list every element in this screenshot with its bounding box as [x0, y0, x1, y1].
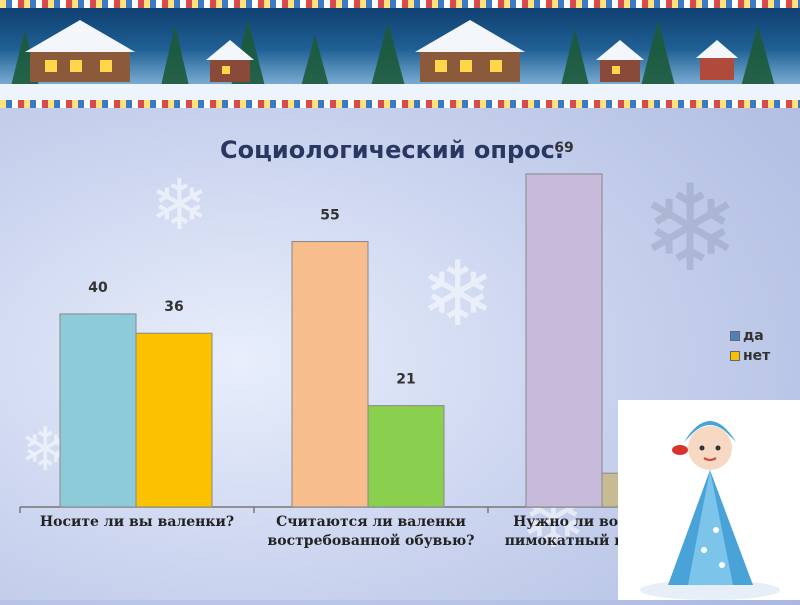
legend-swatch-da: [730, 331, 740, 341]
legend-swatch-net: [730, 351, 740, 361]
snowflake-decoration: ❄: [640, 160, 741, 299]
legend-label-net: нет: [743, 348, 771, 364]
bar-нет-0: [135, 332, 213, 508]
data-label-да-1: 55: [320, 208, 339, 224]
data-label-да-0: 40: [88, 280, 108, 296]
category-label-1: востребованной обувью?: [268, 532, 475, 549]
winter-village-illustration: [0, 20, 800, 100]
chart-title: Социологический опрос.: [220, 136, 564, 164]
snowflake-decoration: ❄: [150, 164, 209, 246]
legend-item-net: нет: [730, 348, 770, 364]
snow-maiden-illustration: [618, 400, 800, 600]
snowflake-decoration: ❄: [420, 242, 496, 347]
banner-border-top: [0, 0, 800, 8]
legend-label-da: да: [743, 328, 764, 344]
banner-border-bottom: [0, 100, 800, 108]
data-label-да-2: 69: [554, 140, 573, 156]
legend-item-da: да: [730, 328, 770, 344]
bar-да-1: [291, 241, 369, 508]
winter-banner: [0, 0, 800, 108]
data-label-нет-0: 36: [164, 299, 183, 315]
bar-да-0: [59, 313, 137, 508]
chart-legend: да нет: [730, 328, 770, 368]
category-label-1: Считаются ли валенки: [276, 514, 466, 530]
snow-maiden-figure: [640, 421, 780, 600]
category-label-0: Носите ли вы валенки?: [40, 514, 234, 530]
bar-нет-1: [367, 405, 445, 508]
bar-да-2: [525, 173, 603, 508]
data-label-нет-1: 21: [396, 372, 415, 388]
